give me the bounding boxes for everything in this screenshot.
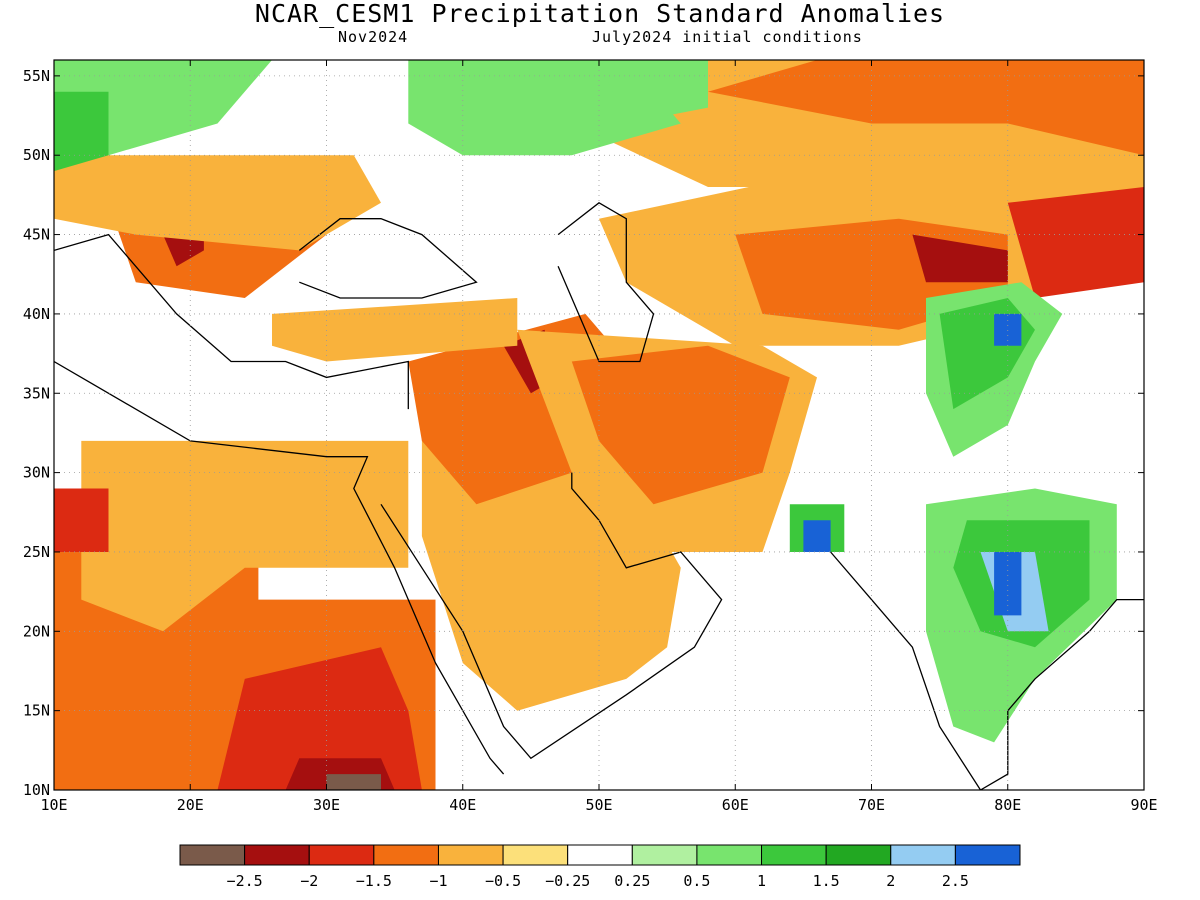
legend-swatch: [373, 844, 439, 866]
legend-swatch: [244, 844, 310, 866]
region-east-africa-red: [217, 647, 422, 790]
lon-tick-label: 50E: [585, 796, 612, 814]
anomaly-fields: [54, 60, 1144, 790]
lon-tick-label: 20E: [177, 796, 204, 814]
legend-swatch: [954, 844, 1021, 866]
region-europe-green2: [54, 91, 109, 172]
region-siberia-orange: [708, 60, 1144, 156]
lon-tick-label: 60E: [722, 796, 749, 814]
lon-tick-label: 90E: [1130, 796, 1157, 814]
color-legend: −2.5 −2 −1.5 −1 −0.5 −0.25 0.25 0.5 1 1.5 2 2.5: [179, 844, 1021, 890]
legend-label: 1: [757, 872, 766, 890]
legend-label: 2: [886, 872, 895, 890]
legend-swatch: [308, 844, 375, 866]
lon-tick-label: 30E: [313, 796, 340, 814]
region-western-china-red: [1007, 187, 1144, 298]
legend-label: −1.5: [356, 872, 392, 890]
lon-tick-label: 70E: [858, 796, 885, 814]
lat-tick-label: 20N: [23, 622, 50, 640]
lat-tick-label: 10N: [23, 781, 50, 799]
region-kazakhstan-darkred: [912, 234, 1008, 283]
legend-label: −0.25: [545, 872, 590, 890]
legend-swatch: [631, 844, 698, 866]
region-pakistan-blue: [803, 520, 831, 552]
region-europe-lightorange: [54, 155, 381, 251]
region-sudan-brown: [326, 774, 381, 790]
legend-swatch: [761, 844, 827, 866]
page-title: NCAR_CESM1 Precipitation Standard Anomal…: [254, 0, 946, 28]
legend-label: −0.5: [485, 872, 521, 890]
lat-tick-label: 30N: [23, 464, 50, 482]
region-russia-green-east: [599, 60, 708, 124]
region-india-blue: [994, 552, 1022, 616]
legend-label: −2: [300, 872, 318, 890]
axis-ticks: 10E 20E 30E 40E 50E 60E 70E 80E 90E 55N 50N 45N 40N 3…: [23, 60, 1158, 814]
forecast-month: Nov2024: [338, 28, 409, 46]
region-turkey-lightorange: [272, 298, 518, 362]
legend-swatch: [890, 844, 956, 866]
legend-swatch: [502, 844, 569, 866]
lat-tick-label: 45N: [23, 226, 50, 244]
legend-swatch: [179, 844, 246, 866]
legend-swatch: [567, 844, 633, 866]
lon-tick-label: 10E: [40, 796, 67, 814]
lat-tick-label: 55N: [23, 67, 50, 85]
legend-label: −1: [429, 872, 447, 890]
legend-swatch: [437, 844, 504, 866]
coastline-india-coast: [830, 551, 1144, 790]
legend-label: 0.25: [614, 872, 650, 890]
lat-tick-label: 50N: [23, 146, 50, 164]
lon-tick-label: 40E: [449, 796, 476, 814]
lat-tick-label: 35N: [23, 384, 50, 402]
region-libya-red: [54, 488, 109, 552]
lat-tick-label: 40N: [23, 305, 50, 323]
region-himalaya-blue: [994, 313, 1022, 346]
coastline-caspian: [557, 202, 655, 363]
lat-tick-label: 25N: [23, 543, 50, 561]
legend-label: −2.5: [227, 872, 263, 890]
legend-label: 1.5: [813, 872, 840, 890]
initial-conditions: July2024 initial conditions: [592, 28, 863, 46]
legend-label: 2.5: [942, 872, 969, 890]
lon-tick-label: 80E: [994, 796, 1021, 814]
coastline-black-sea: [298, 218, 478, 299]
legend-swatch: [696, 844, 763, 866]
coastline-mediterranean-north: [54, 233, 409, 410]
region-sahara-lightorange: [81, 440, 409, 632]
coastline-africa-coast: [54, 360, 505, 775]
lat-tick-label: 15N: [23, 702, 50, 720]
legend-swatch: [825, 844, 892, 866]
legend-label: 0.5: [683, 872, 710, 890]
graticule: [54, 60, 1144, 790]
